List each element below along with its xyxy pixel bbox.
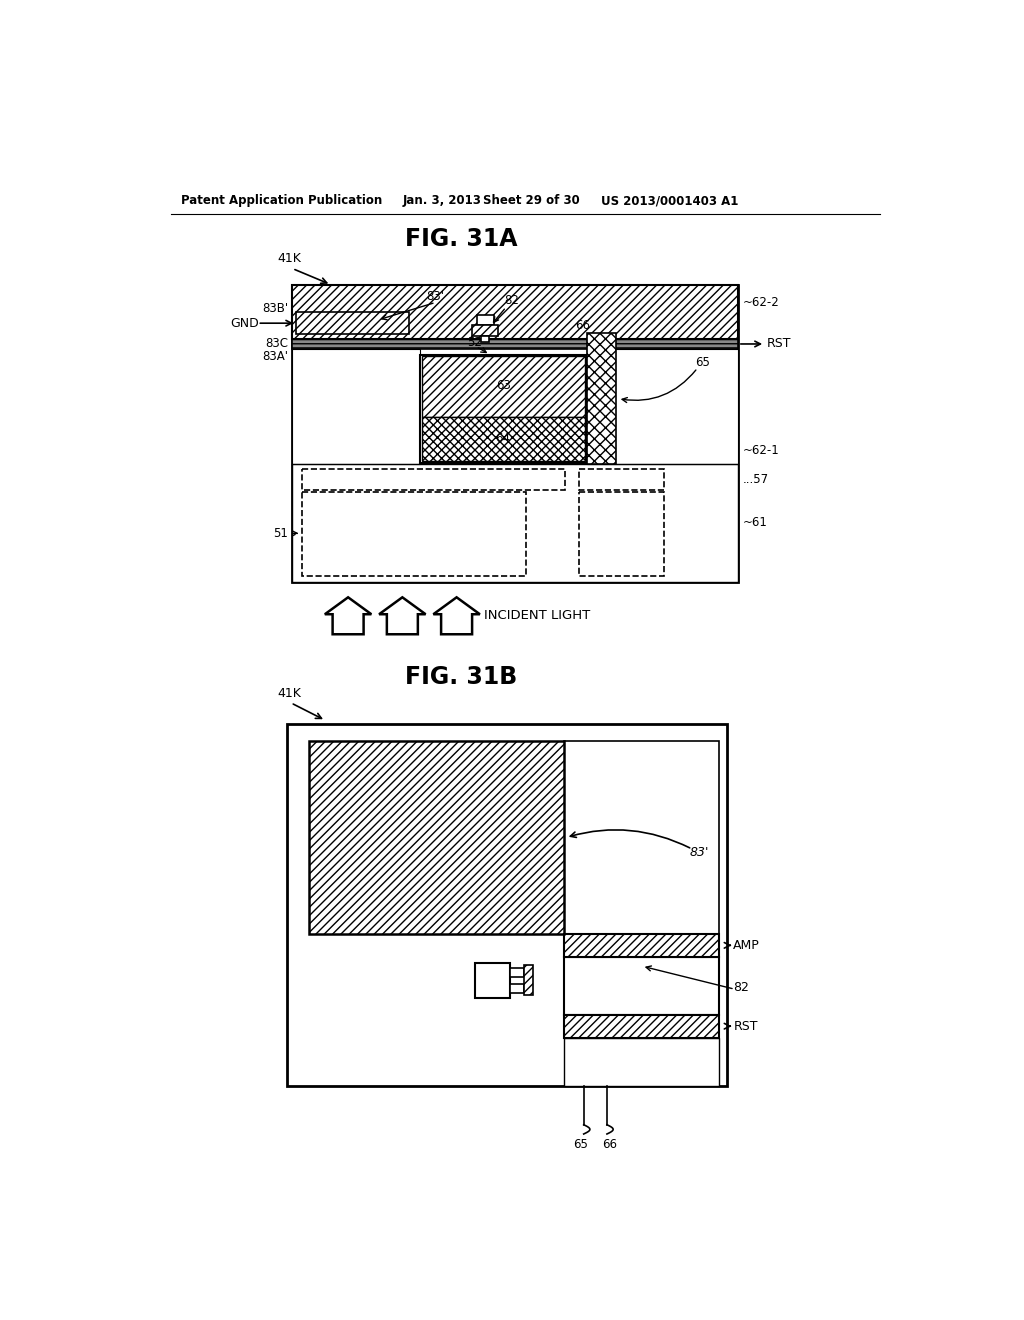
Text: US 2013/0001403 A1: US 2013/0001403 A1 [601,194,738,207]
Text: Sheet 29 of 30: Sheet 29 of 30 [483,194,580,207]
Bar [475,964,510,998]
Bar [587,333,616,465]
Text: INCIDENT LIGHT: INCIDENT LIGHT [483,610,590,622]
Bar [579,469,665,490]
Text: 65: 65 [695,356,711,370]
Text: 83B': 83B' [262,302,289,315]
Bar [477,314,494,326]
Bar [587,348,738,465]
Bar [510,968,524,977]
Text: 83A': 83A' [262,350,289,363]
Bar [564,1015,719,1038]
Text: 83C: 83C [265,338,289,351]
Text: 63: 63 [496,379,511,392]
Bar [292,465,738,582]
Text: ~62-1: ~62-1 [742,444,779,457]
Bar [420,355,587,462]
Text: 82: 82 [733,981,750,994]
Bar [422,356,586,417]
Text: ...57: ...57 [742,473,769,486]
Bar [524,965,534,995]
Text: FIG. 31B: FIG. 31B [406,664,517,689]
Text: 82: 82 [504,294,519,308]
Bar [564,933,719,957]
Bar [292,348,420,465]
Text: 83': 83' [690,846,710,859]
Text: 83': 83' [426,289,444,302]
Text: Patent Application Publication: Patent Application Publication [180,194,382,207]
Bar [481,337,489,342]
Text: ~61: ~61 [742,516,767,529]
Text: 65: 65 [573,1138,588,1151]
Bar [564,1038,719,1086]
Bar [292,465,738,582]
Bar [302,469,565,490]
Bar [302,492,526,576]
Text: Jan. 3, 2013: Jan. 3, 2013 [403,194,482,207]
Bar [564,957,719,1015]
Text: 66: 66 [602,1138,617,1151]
Text: FIG. 31A: FIG. 31A [406,227,517,251]
Text: 52: 52 [467,335,481,348]
Text: RST: RST [767,338,792,351]
Bar [287,725,727,1086]
Bar [292,348,420,465]
Polygon shape [379,597,426,635]
Text: 41K: 41K [278,252,301,265]
Bar [292,285,738,339]
Text: 64: 64 [496,432,511,445]
Bar [292,285,738,582]
Text: RST: RST [733,1019,758,1032]
Bar [296,313,409,334]
Bar [422,417,586,461]
Text: ~62-2: ~62-2 [742,296,779,309]
Bar [510,983,524,993]
Bar [292,339,738,348]
Bar [292,285,738,339]
Bar [579,492,665,576]
Bar [587,348,738,465]
Text: AMP: AMP [733,939,760,952]
Bar [472,326,499,337]
Text: GND: GND [230,317,259,330]
Bar [308,742,564,933]
Text: 41K: 41K [278,686,301,700]
Text: 66: 66 [575,319,590,333]
Polygon shape [325,597,372,635]
Bar [564,742,719,933]
Text: 51: 51 [273,527,289,540]
Polygon shape [433,597,480,635]
